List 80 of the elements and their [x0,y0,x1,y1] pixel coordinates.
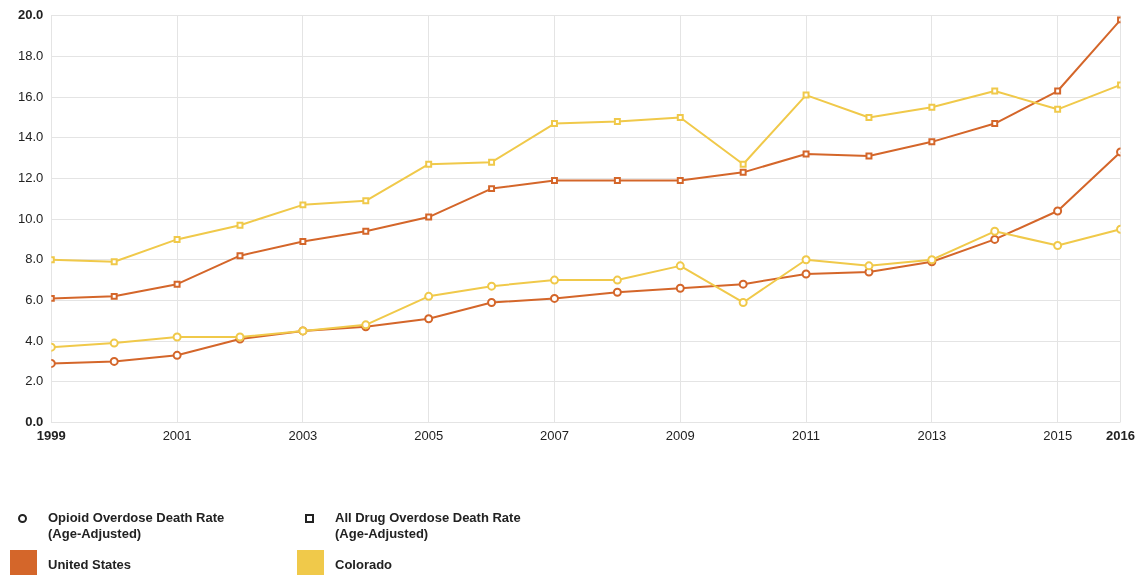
point [549,275,559,285]
x-tick-label: 2011 [792,427,821,443]
point [362,227,370,235]
point [613,177,621,184]
point [424,314,434,324]
point [487,281,497,291]
point [1053,241,1063,251]
point [676,113,684,121]
point [109,338,119,348]
x-tick-label: 1999 [36,427,66,443]
point [675,261,685,271]
x-tick-label: 2003 [288,427,318,443]
point [1054,87,1062,95]
y-tick-label: 14.0 [17,129,44,145]
point [990,226,1000,236]
point [110,292,118,300]
y-tick-label: 12.0 [17,170,44,186]
point [172,332,182,342]
point [738,279,748,289]
point [865,113,873,121]
y-tick-label: 8.0 [25,251,44,267]
point [738,297,748,307]
x-tick-label: 2007 [540,427,569,443]
point [488,185,496,193]
point [487,297,497,307]
y-tick-label: 20.0 [17,7,44,23]
point [299,201,307,209]
x-tick-label: 2013 [917,427,947,443]
point [928,103,936,111]
point [612,275,622,285]
point [865,152,873,160]
y-tick-label: 16.0 [17,88,44,104]
point [109,356,119,366]
point [990,234,1000,244]
point [801,255,811,265]
text: Colorado [335,557,393,573]
point [236,221,244,229]
point [173,235,181,243]
point [991,87,999,95]
point [613,118,621,125]
point [612,287,622,297]
point [549,293,559,303]
point [425,213,433,221]
y-tick-label: 6.0 [25,292,44,307]
x-tick-label: 2009 [665,427,695,443]
y-tick-label: 4.0 [25,332,44,348]
point [864,261,874,271]
point [424,291,434,301]
point [362,197,370,205]
y-tick-label: 2.0 [25,373,44,389]
text: United States [48,557,132,573]
point [802,91,810,99]
point [299,237,307,245]
point [1054,105,1062,113]
point [488,158,496,166]
x-tick-label: 2015 [1043,427,1073,443]
x-tick-label: 2001 [162,427,192,443]
x-tick-label: 2016 [1106,427,1135,443]
point [928,138,936,146]
y-tick-label: 0.0 [25,413,44,429]
y-tick-label: 18.0 [17,48,44,64]
point [1053,206,1063,216]
point [739,168,747,176]
point [551,120,558,128]
text: Opioid Overdose Death Rate (Age-Adjusted) [48,510,225,542]
point [739,160,747,168]
y-tick-label: 10.0 [17,210,44,226]
point [551,177,558,184]
point [802,150,810,158]
point [110,258,118,266]
point [425,160,433,168]
x-tick-label: 2005 [414,427,444,443]
point [991,120,999,128]
point [236,252,244,260]
point [676,177,684,184]
point [675,283,685,293]
text: All Drug Overdose Death Rate (Age-Adjusted) [335,510,521,542]
point [173,280,181,288]
point [172,350,182,360]
point [801,269,811,279]
